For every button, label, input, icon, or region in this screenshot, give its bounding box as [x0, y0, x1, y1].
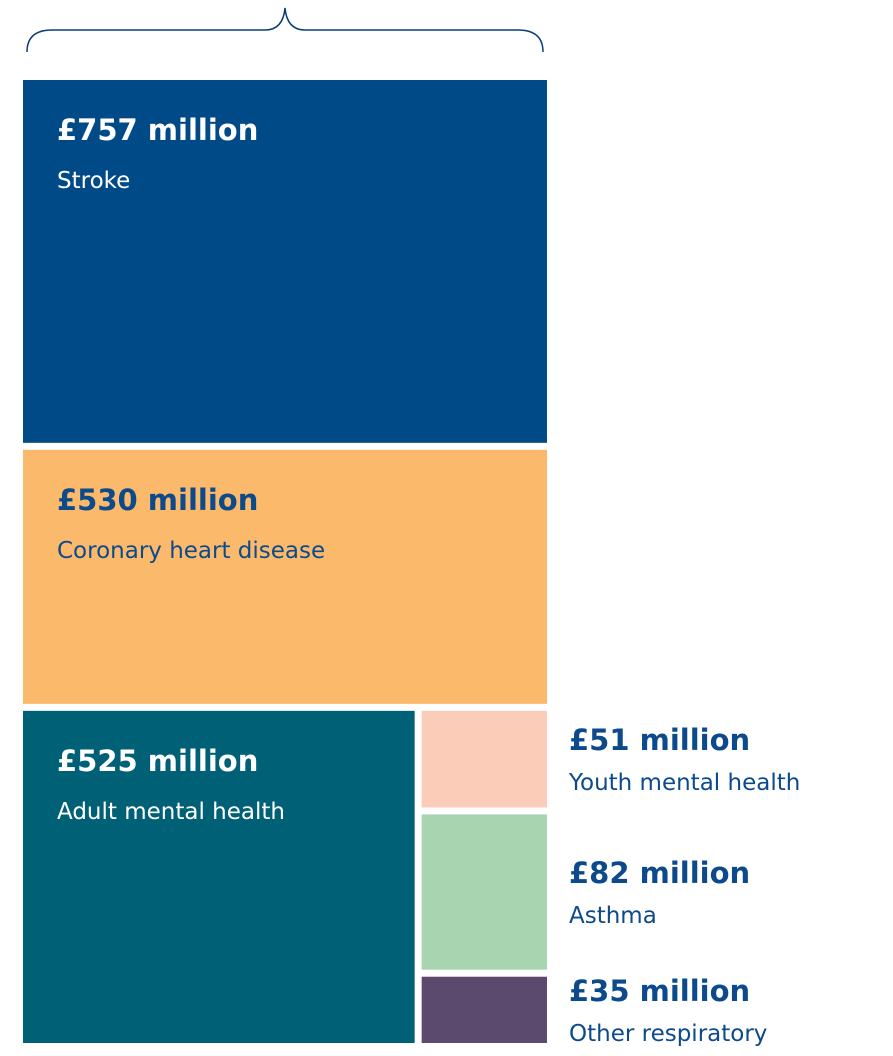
category-label: Stroke: [57, 168, 130, 194]
treemap-cell: [421, 814, 547, 970]
value-label: £51 million: [569, 723, 750, 757]
treemap-cell: [23, 80, 547, 443]
value-label: £35 million: [569, 974, 750, 1008]
category-label: Coronary heart disease: [57, 538, 325, 564]
category-label: Asthma: [569, 903, 657, 929]
category-label: Other respiratory: [569, 1021, 767, 1047]
treemap-cell: [421, 710, 547, 808]
treemap-cell: [23, 710, 415, 1043]
value-label: £757 million: [57, 113, 258, 147]
value-label: £530 million: [57, 483, 258, 517]
brace: [26, 7, 544, 53]
treemap-cell: [421, 976, 547, 1043]
value-label: £82 million: [569, 856, 750, 890]
value-label: £525 million: [57, 744, 258, 778]
category-label: Adult mental health: [57, 799, 285, 825]
treemap-cell: [23, 449, 547, 704]
category-label: Youth mental health: [568, 770, 800, 796]
